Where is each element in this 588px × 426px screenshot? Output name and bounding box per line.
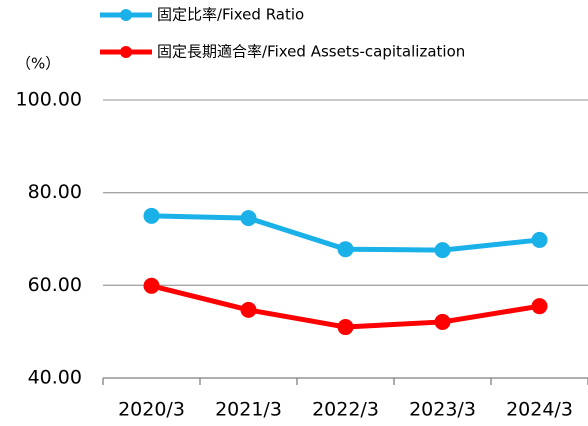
- legend-marker: [120, 46, 132, 58]
- point: [143, 277, 160, 294]
- point: [434, 242, 451, 259]
- point: [531, 231, 548, 248]
- point: [434, 313, 451, 330]
- x-tick-label: 2020/3: [118, 399, 185, 421]
- legend-label: 固定長期適合率/Fixed Assets-capitalization: [157, 43, 465, 61]
- x-tick-label: 2022/3: [312, 399, 379, 421]
- y-tick-label: 60.00: [28, 274, 82, 296]
- point: [143, 207, 160, 224]
- y-tick-label: 100.00: [16, 89, 82, 111]
- y-tick-label: 40.00: [28, 367, 82, 389]
- y-axis-label: （%）: [16, 55, 60, 73]
- point: [531, 298, 548, 315]
- legend-label: 固定比率/Fixed Ratio: [157, 6, 304, 24]
- x-tick-label: 2024/3: [506, 399, 573, 421]
- y-tick-label: 80.00: [28, 181, 82, 203]
- point: [240, 301, 257, 318]
- legend-marker: [120, 9, 132, 21]
- point: [240, 210, 257, 227]
- x-tick-label: 2023/3: [409, 399, 476, 421]
- x-tick-label: 2021/3: [215, 399, 282, 421]
- point: [337, 241, 354, 258]
- point: [337, 319, 354, 336]
